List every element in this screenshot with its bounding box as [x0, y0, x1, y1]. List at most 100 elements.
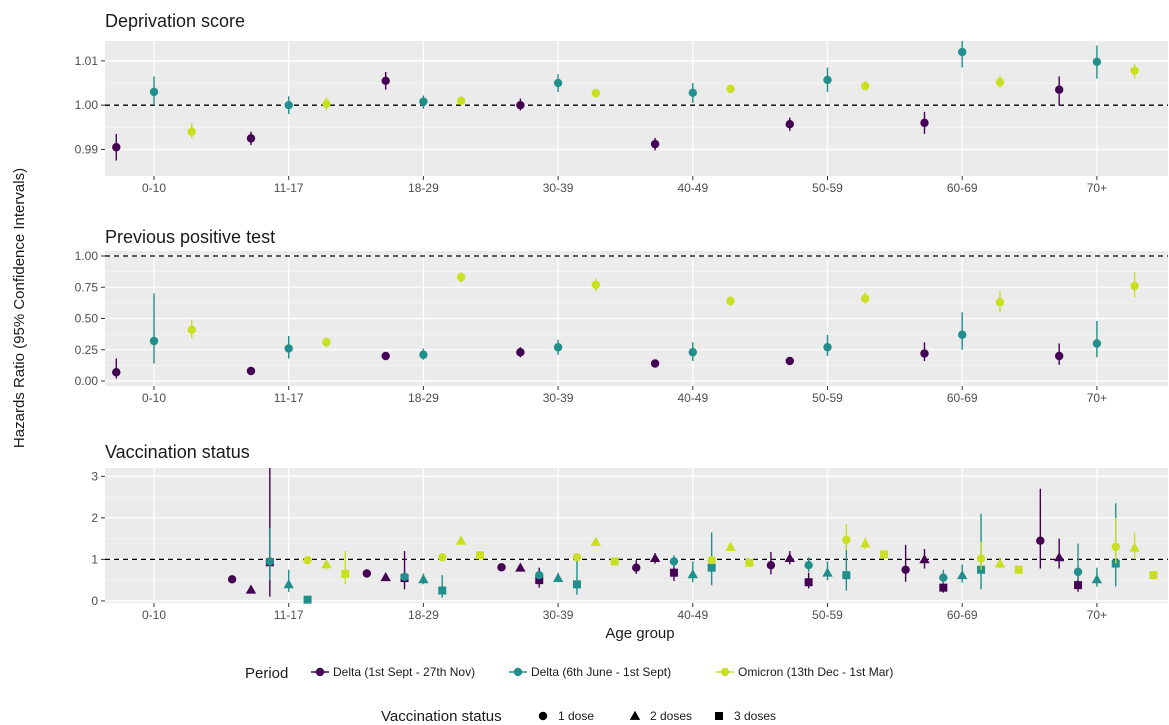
legend-label: Delta (6th June - 1st Sept)	[531, 665, 671, 679]
x-tick-label: 11-17	[274, 181, 304, 195]
data-point	[1129, 542, 1140, 552]
data-point	[669, 568, 678, 577]
data-point	[553, 343, 563, 352]
data-point	[939, 583, 948, 592]
data-point	[1130, 281, 1139, 291]
data-point	[1111, 542, 1120, 552]
panel-title: Vaccination status	[105, 442, 250, 462]
data-point	[650, 139, 660, 149]
data-point	[1149, 571, 1158, 580]
x-tick-label: 18-29	[408, 391, 439, 405]
y-tick-label: 1.00	[75, 98, 99, 112]
data-point	[265, 557, 275, 566]
data-point	[455, 535, 467, 545]
data-point	[246, 134, 256, 143]
data-point	[958, 330, 967, 339]
data-point	[861, 81, 870, 91]
data-point	[707, 556, 716, 565]
data-point	[1073, 567, 1083, 577]
data-point	[516, 100, 525, 110]
data-point	[707, 563, 716, 572]
panel-title: Previous positive test	[105, 227, 275, 247]
x-tick-label: 30-39	[543, 181, 574, 195]
panel-title: Deprivation score	[105, 11, 245, 31]
x-tick-label: 18-29	[408, 608, 439, 622]
data-point	[590, 536, 602, 546]
data-point	[321, 559, 332, 569]
x-tick-label: 50-59	[812, 608, 843, 622]
x-tick-label: 30-39	[543, 608, 574, 622]
data-point	[784, 552, 795, 563]
data-point	[112, 143, 121, 152]
data-point	[475, 551, 484, 560]
x-tick-label: 11-17	[274, 391, 304, 405]
data-point	[1092, 339, 1102, 348]
x-tick-label: 0-10	[142, 181, 166, 195]
data-point	[958, 47, 967, 57]
data-point	[1053, 552, 1065, 562]
data-point	[901, 565, 910, 574]
y-tick-label: 0	[91, 594, 98, 608]
data-point	[303, 595, 312, 604]
data-point	[822, 567, 833, 577]
y-tick-label: 0.25	[75, 343, 99, 357]
data-point	[1130, 66, 1139, 75]
data-point	[669, 557, 679, 566]
data-point	[766, 561, 776, 570]
data-point	[245, 584, 257, 594]
data-point	[456, 96, 466, 105]
data-point	[284, 344, 293, 353]
legend-shape-square	[715, 712, 723, 720]
data-point	[322, 338, 331, 347]
data-point	[785, 120, 794, 129]
data-point	[920, 349, 929, 358]
legend-label: 1 dose	[558, 709, 594, 723]
x-tick-label: 60-69	[947, 391, 978, 405]
data-point	[1014, 565, 1023, 574]
data-point	[994, 558, 1006, 568]
data-point	[976, 554, 986, 563]
x-tick-label: 40-49	[677, 391, 708, 405]
data-point	[438, 586, 447, 595]
data-point	[688, 348, 697, 357]
y-axis-title: Hazards Ratio (95% Confidence Intervals)	[11, 168, 28, 448]
data-point	[610, 557, 619, 566]
data-point	[535, 570, 544, 580]
x-tick-label: 40-49	[677, 608, 708, 622]
legend-label: Omicron (13th Dec - 1st Mar)	[738, 665, 893, 679]
panel-0: Deprivation score 0.99 1.00 1.01 0-10 11-17 18…	[75, 11, 1168, 195]
x-tick-label: 18-29	[408, 181, 439, 195]
x-tick-label: 50-59	[812, 181, 843, 195]
data-point	[572, 553, 582, 562]
x-tick-label: 40-49	[677, 181, 708, 195]
data-point	[860, 538, 871, 548]
data-point	[688, 88, 697, 97]
data-point	[1091, 574, 1103, 584]
data-point	[591, 89, 601, 98]
data-point	[995, 77, 1005, 87]
data-point	[149, 336, 159, 346]
data-point	[438, 553, 447, 562]
data-point	[842, 535, 851, 545]
period-legend-item: Omicron (13th Dec - 1st Mar)	[716, 665, 893, 679]
data-point	[381, 351, 390, 361]
data-point	[516, 348, 525, 357]
period-legend: Period Delta (1st Sept - 27th Nov) Delta (…	[245, 665, 893, 682]
data-point	[650, 359, 660, 368]
data-point	[919, 554, 930, 564]
data-point	[632, 563, 641, 572]
vaccination-legend: Vaccination status 1 dose 2 doses 3 doses	[381, 708, 776, 725]
x-tick-label: 60-69	[947, 608, 978, 622]
y-tick-label: 0.50	[75, 312, 99, 326]
x-tick-label: 70+	[1087, 181, 1107, 195]
y-tick-label: 2	[91, 511, 98, 525]
data-point	[823, 75, 832, 85]
vaccination-legend-item: 3 doses	[715, 709, 776, 723]
data-point	[591, 280, 601, 289]
data-point	[381, 76, 390, 86]
data-point	[687, 569, 698, 579]
y-tick-label: 1	[91, 552, 98, 566]
data-point	[861, 294, 870, 303]
data-point	[920, 118, 929, 128]
